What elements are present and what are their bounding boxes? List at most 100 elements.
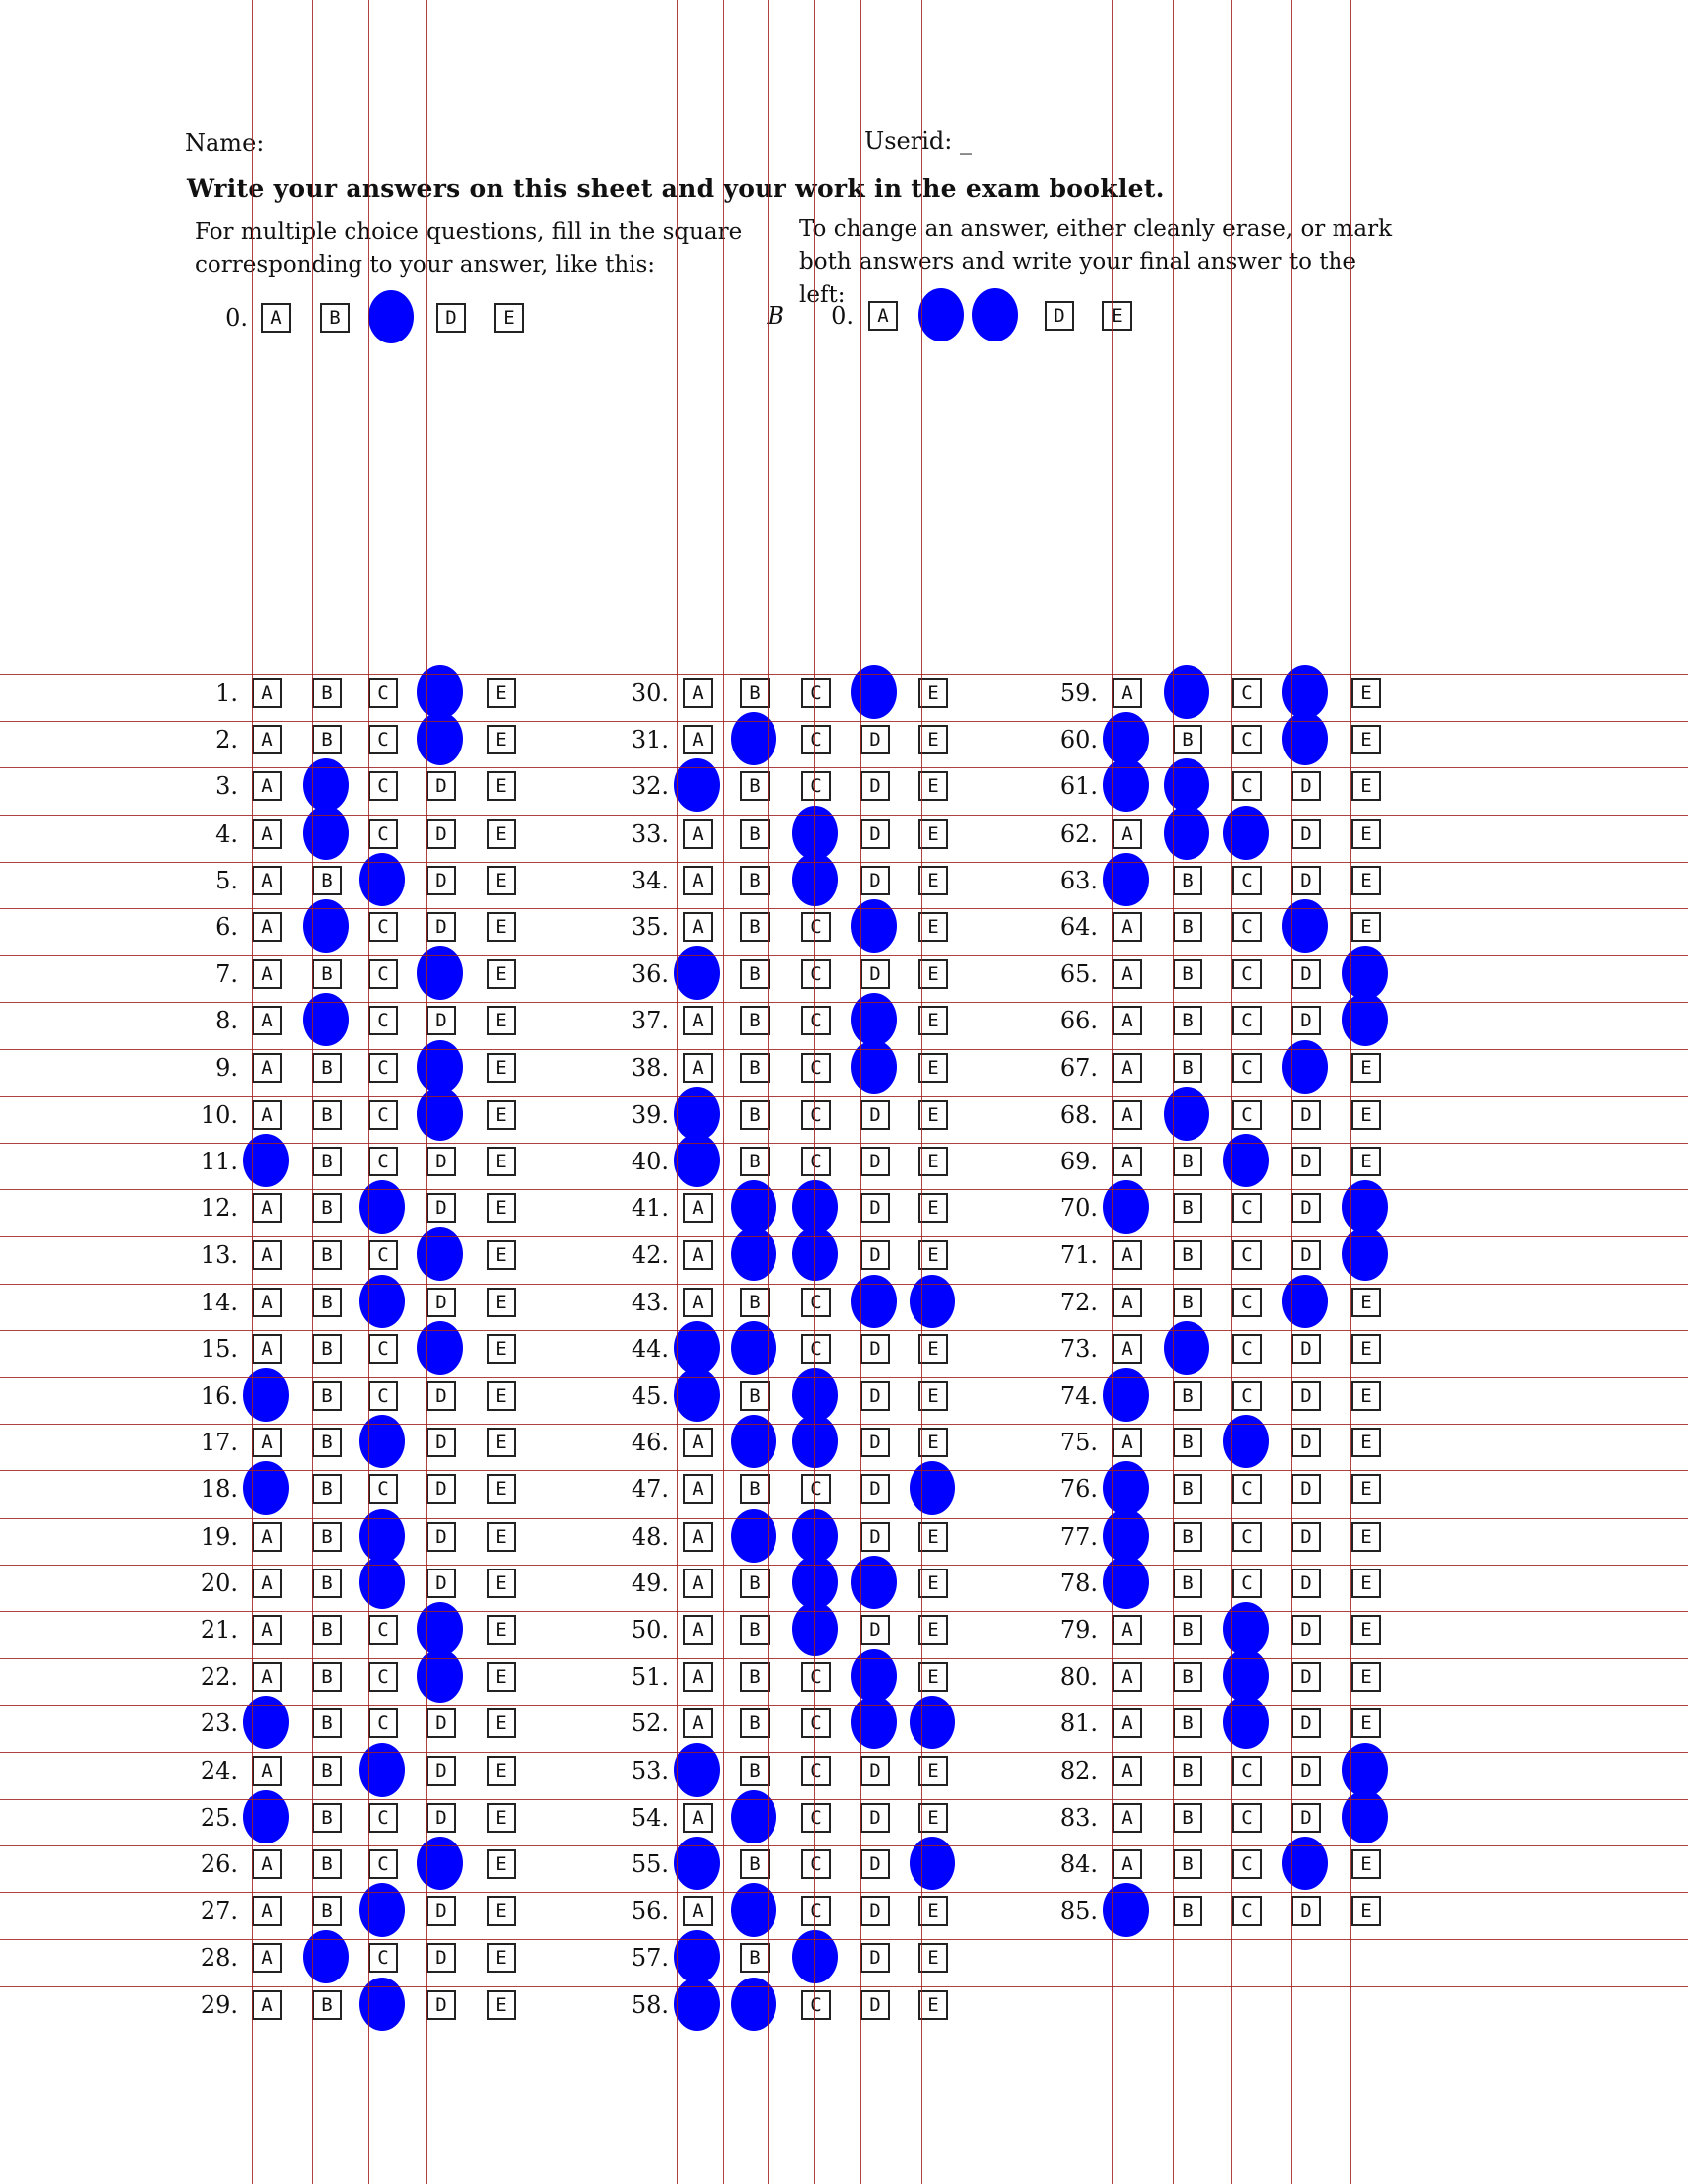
choice-box-c[interactable]: C bbox=[801, 1147, 831, 1176]
choice-box-b[interactable]: B bbox=[1173, 1428, 1202, 1457]
choice-box-a[interactable]: A bbox=[252, 1990, 282, 2020]
choice-box-e[interactable]: E bbox=[1351, 819, 1381, 849]
choice-box-d[interactable]: D bbox=[1291, 1006, 1321, 1035]
choice-box-b[interactable]: B bbox=[1173, 1522, 1202, 1552]
choice-box-a[interactable]: A bbox=[683, 1803, 713, 1833]
choice-box-a[interactable]: A bbox=[683, 678, 713, 708]
choice-box-a[interactable]: A bbox=[252, 1240, 282, 1270]
choice-box-a[interactable]: A bbox=[252, 819, 282, 849]
choice-box-b[interactable]: B bbox=[1173, 1896, 1202, 1926]
choice-box-e[interactable]: E bbox=[487, 1334, 516, 1364]
choice-box-e[interactable]: E bbox=[487, 1569, 516, 1598]
choice-box-b[interactable]: B bbox=[312, 1147, 342, 1176]
choice-box-c[interactable]: C bbox=[1232, 1522, 1262, 1552]
choice-box-a[interactable]: A bbox=[252, 1756, 282, 1786]
choice-box-c[interactable]: C bbox=[368, 1708, 398, 1738]
choice-box-c[interactable]: C bbox=[1232, 1334, 1262, 1364]
choice-box-c[interactable]: C bbox=[1232, 771, 1262, 801]
choice-box-b[interactable]: B bbox=[312, 1662, 342, 1692]
choice-box-c[interactable]: C bbox=[801, 1006, 831, 1035]
choice-box-c[interactable]: C bbox=[1232, 678, 1262, 708]
choice-box-c[interactable]: C bbox=[368, 1474, 398, 1504]
choice-box-e[interactable]: E bbox=[487, 1990, 516, 2020]
choice-box-a[interactable]: A bbox=[252, 1849, 282, 1879]
choice-box-c[interactable]: C bbox=[801, 1474, 831, 1504]
choice-box-c[interactable]: C bbox=[801, 1849, 831, 1879]
choice-box-e[interactable]: E bbox=[487, 771, 516, 801]
choice-box-b[interactable]: B bbox=[312, 866, 342, 895]
choice-box-d[interactable]: D bbox=[860, 1100, 890, 1130]
choice-box-a[interactable]: A bbox=[252, 1569, 282, 1598]
choice-box-b[interactable]: B bbox=[312, 1381, 342, 1411]
choice-box-e[interactable]: E bbox=[1351, 678, 1381, 708]
choice-box-b[interactable]: B bbox=[1173, 1849, 1202, 1879]
choice-box-a[interactable]: A bbox=[252, 1100, 282, 1130]
choice-box-c[interactable]: C bbox=[1232, 1193, 1262, 1223]
choice-box-a[interactable]: A bbox=[683, 1615, 713, 1645]
choice-box-a[interactable]: A bbox=[683, 1006, 713, 1035]
choice-box-c[interactable]: C bbox=[368, 959, 398, 989]
choice-box-e[interactable]: E bbox=[487, 1100, 516, 1130]
choice-box-d[interactable]: D bbox=[426, 1943, 456, 1973]
choice-box-a[interactable]: A bbox=[252, 866, 282, 895]
choice-box-d[interactable]: D bbox=[1291, 771, 1321, 801]
choice-box-c[interactable]: C bbox=[1232, 1896, 1262, 1926]
choice-box-b[interactable]: B bbox=[1173, 1053, 1202, 1083]
choice-box-d[interactable]: D bbox=[860, 1990, 890, 2020]
choice-box-d[interactable]: D bbox=[1291, 1569, 1321, 1598]
choice-box-b[interactable]: B bbox=[312, 725, 342, 754]
choice-box-a[interactable]: A bbox=[1112, 1006, 1142, 1035]
choice-box-b[interactable]: B bbox=[312, 1053, 342, 1083]
choice-box-c[interactable]: C bbox=[801, 1662, 831, 1692]
choice-box-e[interactable]: E bbox=[1102, 301, 1132, 331]
choice-box-e[interactable]: E bbox=[1351, 1569, 1381, 1598]
choice-box-d[interactable]: D bbox=[1291, 866, 1321, 895]
choice-box-a[interactable]: A bbox=[252, 959, 282, 989]
choice-box-c[interactable]: C bbox=[1232, 1756, 1262, 1786]
choice-box-d[interactable]: D bbox=[860, 725, 890, 754]
choice-box-d[interactable]: D bbox=[426, 866, 456, 895]
choice-box-d[interactable]: D bbox=[426, 1006, 456, 1035]
choice-box-b[interactable]: B bbox=[740, 819, 770, 849]
choice-box-b[interactable]: B bbox=[740, 959, 770, 989]
choice-box-c[interactable]: C bbox=[801, 1708, 831, 1738]
choice-box-b[interactable]: B bbox=[312, 1522, 342, 1552]
choice-box-d[interactable]: D bbox=[426, 1193, 456, 1223]
choice-box-b[interactable]: B bbox=[312, 1474, 342, 1504]
choice-box-b[interactable]: B bbox=[740, 1006, 770, 1035]
choice-box-a[interactable]: A bbox=[1112, 678, 1142, 708]
choice-box-e[interactable]: E bbox=[918, 959, 948, 989]
choice-box-d[interactable]: D bbox=[1045, 301, 1074, 331]
choice-box-c[interactable]: C bbox=[368, 1803, 398, 1833]
choice-box-e[interactable]: E bbox=[487, 1428, 516, 1457]
choice-box-c[interactable]: C bbox=[801, 1990, 831, 2020]
choice-box-d[interactable]: D bbox=[1291, 1756, 1321, 1786]
choice-box-d[interactable]: D bbox=[1291, 1896, 1321, 1926]
choice-box-a[interactable]: A bbox=[252, 1896, 282, 1926]
choice-box-c[interactable]: C bbox=[1232, 866, 1262, 895]
choice-box-a[interactable]: A bbox=[1112, 1240, 1142, 1270]
choice-box-a[interactable]: A bbox=[683, 1240, 713, 1270]
choice-box-b[interactable]: B bbox=[312, 1756, 342, 1786]
choice-box-e[interactable]: E bbox=[1351, 1428, 1381, 1457]
choice-box-d[interactable]: D bbox=[1291, 1662, 1321, 1692]
choice-box-b[interactable]: B bbox=[1173, 1240, 1202, 1270]
choice-box-d[interactable]: D bbox=[1291, 1474, 1321, 1504]
choice-box-b[interactable]: B bbox=[312, 1428, 342, 1457]
choice-box-a[interactable]: A bbox=[1112, 959, 1142, 989]
choice-box-a[interactable]: A bbox=[252, 1288, 282, 1317]
choice-box-d[interactable]: D bbox=[860, 771, 890, 801]
choice-box-a[interactable]: A bbox=[1112, 1100, 1142, 1130]
choice-box-b[interactable]: B bbox=[740, 1100, 770, 1130]
choice-box-a[interactable]: A bbox=[868, 301, 898, 331]
choice-box-a[interactable]: A bbox=[1112, 1147, 1142, 1176]
choice-box-c[interactable]: C bbox=[801, 1100, 831, 1130]
choice-box-c[interactable]: C bbox=[368, 1334, 398, 1364]
choice-box-c[interactable]: C bbox=[1232, 1006, 1262, 1035]
choice-box-b[interactable]: B bbox=[1173, 1708, 1202, 1738]
choice-box-a[interactable]: A bbox=[252, 1615, 282, 1645]
choice-box-a[interactable]: A bbox=[1112, 1615, 1142, 1645]
choice-box-b[interactable]: B bbox=[740, 1849, 770, 1879]
choice-box-e[interactable]: E bbox=[487, 1147, 516, 1176]
choice-box-c[interactable]: C bbox=[801, 1896, 831, 1926]
